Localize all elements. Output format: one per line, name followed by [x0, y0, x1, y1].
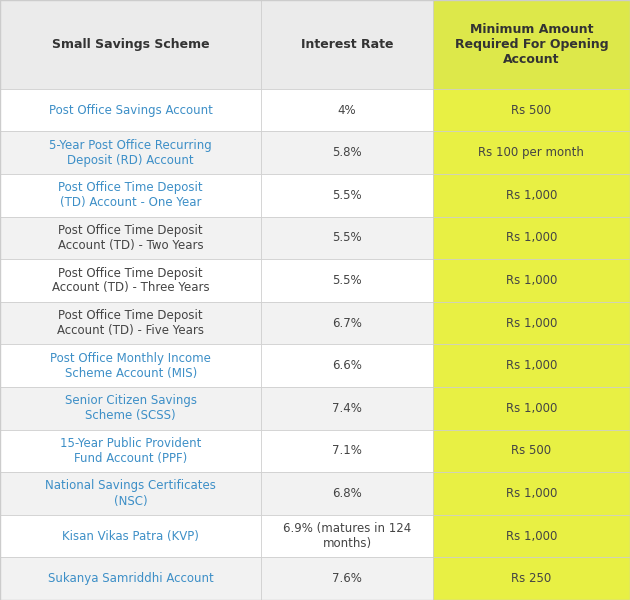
Bar [0, 515, 261, 557]
Text: 7.6%: 7.6% [332, 572, 362, 585]
Text: Post Office Time Deposit
Account (TD) - Two Years: Post Office Time Deposit Account (TD) - … [58, 224, 203, 252]
Text: Rs 500: Rs 500 [512, 104, 551, 116]
Bar [0, 131, 261, 174]
Text: Rs 1,000: Rs 1,000 [506, 232, 557, 244]
Bar [0, 344, 261, 387]
Bar [261, 344, 433, 387]
Text: Minimum Amount
Required For Opening
Account: Minimum Amount Required For Opening Acco… [455, 23, 608, 66]
Text: 7.4%: 7.4% [332, 402, 362, 415]
Bar [261, 387, 433, 430]
Bar [433, 430, 630, 472]
Bar [433, 515, 630, 557]
Text: Post Office Time Deposit
Account (TD) - Five Years: Post Office Time Deposit Account (TD) - … [57, 309, 204, 337]
Text: 6.8%: 6.8% [332, 487, 362, 500]
Text: 5-Year Post Office Recurring
Deposit (RD) Account: 5-Year Post Office Recurring Deposit (RD… [49, 139, 212, 167]
Bar [261, 131, 433, 174]
Text: Rs 1,000: Rs 1,000 [506, 402, 557, 415]
Bar [433, 302, 630, 344]
Text: Small Savings Scheme: Small Savings Scheme [52, 38, 210, 51]
Bar [261, 302, 433, 344]
Bar [0, 302, 261, 344]
Bar [433, 387, 630, 430]
Bar [433, 472, 630, 515]
Bar [261, 472, 433, 515]
Bar [261, 89, 433, 131]
Text: Rs 1,000: Rs 1,000 [506, 359, 557, 372]
Bar [433, 0, 630, 89]
Bar [433, 259, 630, 302]
Bar [261, 0, 433, 89]
Text: Rs 250: Rs 250 [512, 572, 551, 585]
Bar [261, 259, 433, 302]
Text: Kisan Vikas Patra (KVP): Kisan Vikas Patra (KVP) [62, 530, 199, 542]
Bar [433, 131, 630, 174]
Bar [0, 89, 261, 131]
Bar [261, 217, 433, 259]
Text: Rs 1,000: Rs 1,000 [506, 189, 557, 202]
Text: 5.5%: 5.5% [332, 232, 362, 244]
Text: 4%: 4% [338, 104, 357, 116]
Text: Post Office Time Deposit
(TD) Account - One Year: Post Office Time Deposit (TD) Account - … [59, 181, 203, 209]
Text: Post Office Time Deposit
Account (TD) - Three Years: Post Office Time Deposit Account (TD) - … [52, 266, 210, 295]
Bar [0, 0, 261, 89]
Bar [0, 557, 261, 600]
Bar [433, 344, 630, 387]
Bar [433, 557, 630, 600]
Text: Rs 1,000: Rs 1,000 [506, 317, 557, 329]
Text: National Savings Certificates
(NSC): National Savings Certificates (NSC) [45, 479, 216, 508]
Text: 6.6%: 6.6% [332, 359, 362, 372]
Text: Interest Rate: Interest Rate [301, 38, 393, 51]
Bar [0, 259, 261, 302]
Text: Rs 1,000: Rs 1,000 [506, 530, 557, 542]
Text: Post Office Savings Account: Post Office Savings Account [49, 104, 213, 116]
Bar [0, 174, 261, 217]
Text: 6.7%: 6.7% [332, 317, 362, 329]
Bar [0, 217, 261, 259]
Bar [433, 174, 630, 217]
Text: 15-Year Public Provident
Fund Account (PPF): 15-Year Public Provident Fund Account (P… [60, 437, 202, 465]
Bar [0, 387, 261, 430]
Text: 7.1%: 7.1% [332, 445, 362, 457]
Bar [261, 430, 433, 472]
Bar [261, 557, 433, 600]
Bar [261, 174, 433, 217]
Bar [433, 217, 630, 259]
Text: Post Office Monthly Income
Scheme Account (MIS): Post Office Monthly Income Scheme Accoun… [50, 352, 211, 380]
Bar [433, 89, 630, 131]
Text: Rs 1,000: Rs 1,000 [506, 274, 557, 287]
Bar [261, 515, 433, 557]
Text: Senior Citizen Savings
Scheme (SCSS): Senior Citizen Savings Scheme (SCSS) [65, 394, 197, 422]
Bar [0, 472, 261, 515]
Text: Rs 100 per month: Rs 100 per month [478, 146, 585, 159]
Text: 5.8%: 5.8% [332, 146, 362, 159]
Bar [0, 430, 261, 472]
Text: 5.5%: 5.5% [332, 274, 362, 287]
Text: 5.5%: 5.5% [332, 189, 362, 202]
Text: Rs 500: Rs 500 [512, 445, 551, 457]
Text: 6.9% (matures in 124
months): 6.9% (matures in 124 months) [283, 522, 411, 550]
Text: Rs 1,000: Rs 1,000 [506, 487, 557, 500]
Text: Sukanya Samriddhi Account: Sukanya Samriddhi Account [48, 572, 214, 585]
